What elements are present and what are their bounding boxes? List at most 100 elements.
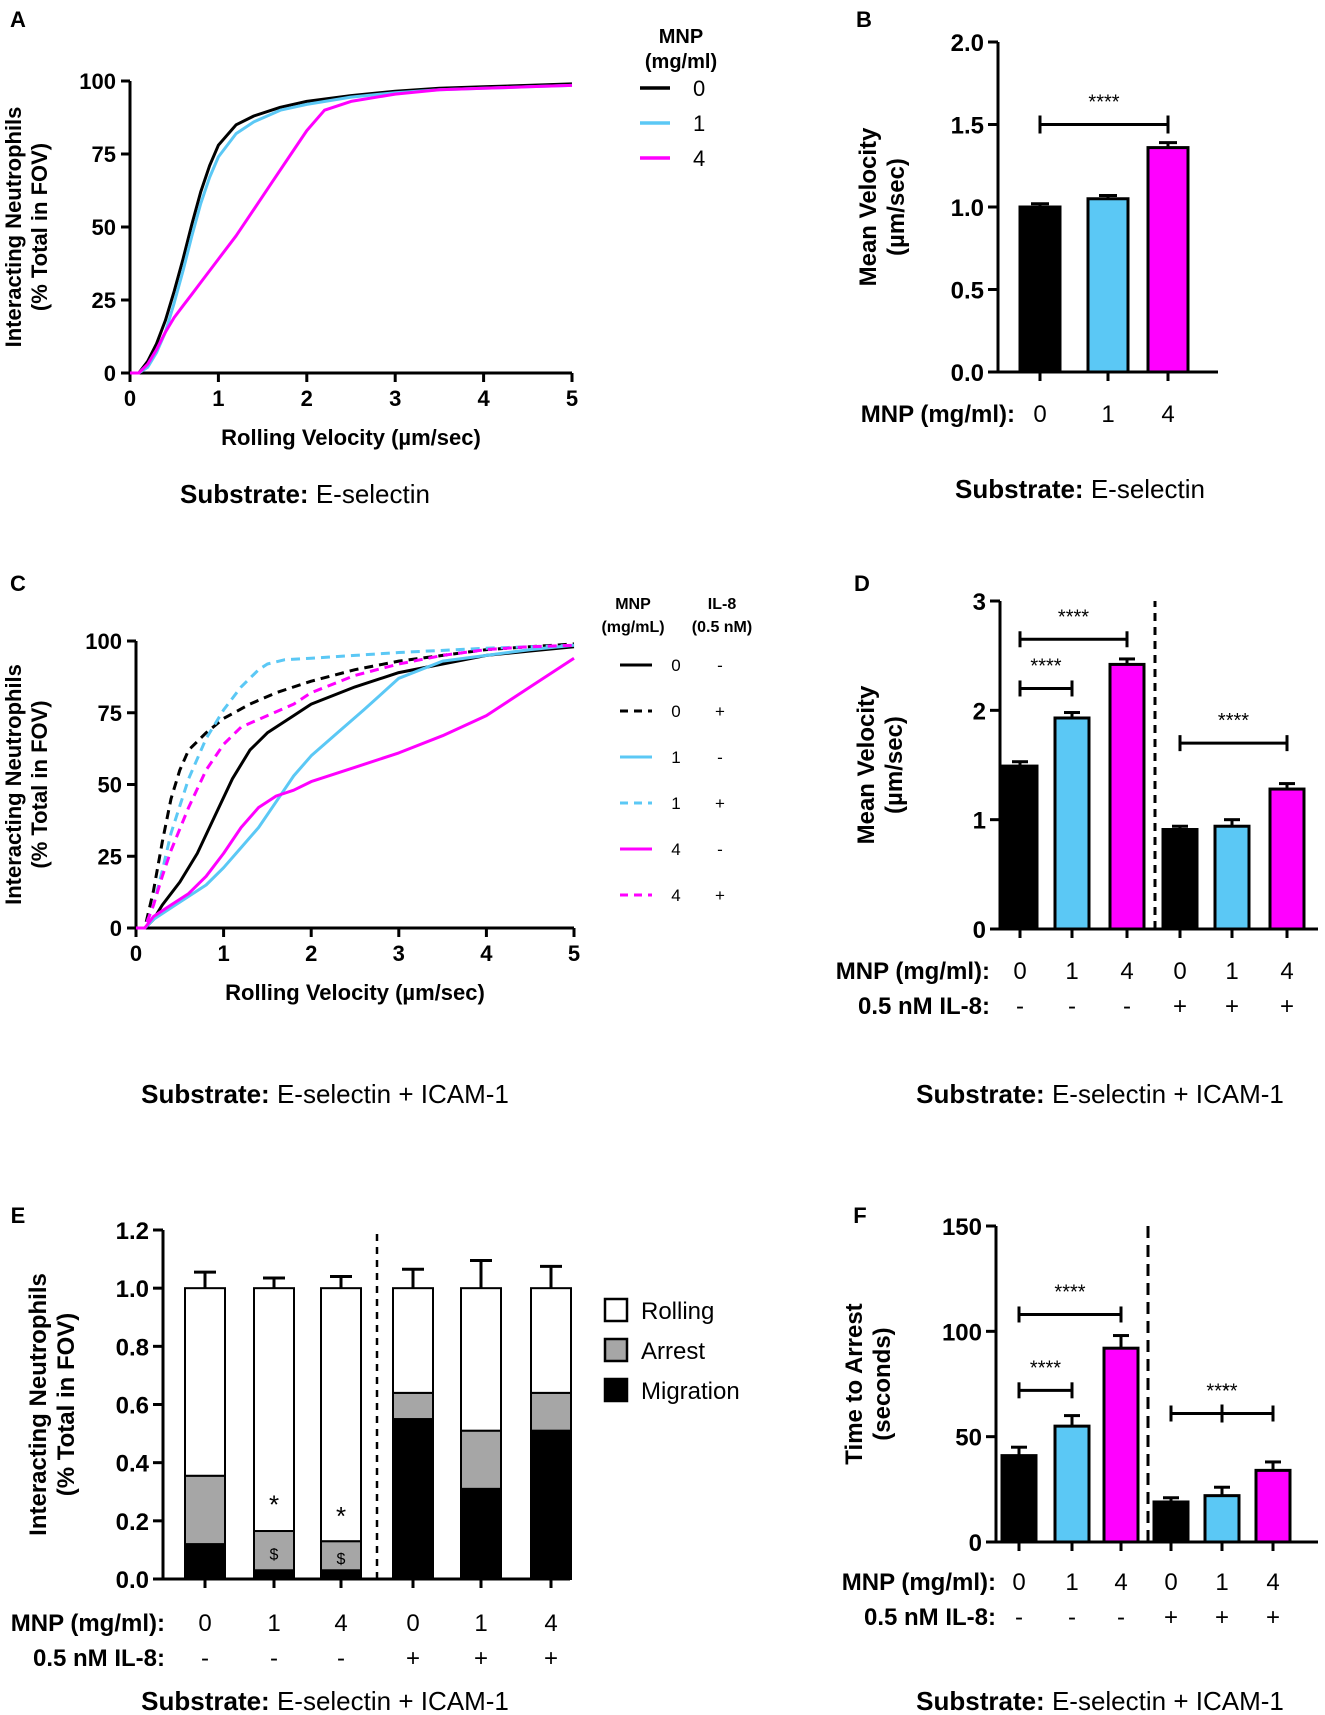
legend-label: 1: [693, 111, 705, 136]
y-tick-label: 50: [92, 215, 116, 240]
bar-segment-arrest: [392, 1391, 434, 1421]
y-tick-label: 50: [955, 1425, 982, 1452]
legend-label: Arrest: [641, 1338, 705, 1365]
legend-title: (0.5 nM): [692, 619, 752, 636]
y-tick-label: 25: [98, 844, 122, 869]
y-axis-label: (% Total in FOV): [27, 143, 52, 311]
legend-il8-label: +: [715, 886, 725, 905]
category-label: 1: [1065, 958, 1078, 985]
significance-label: ****: [1030, 1357, 1061, 1379]
il8-row-label: 0.5 nM IL-8:: [864, 1604, 996, 1631]
substrate-value: E-selectin + ICAM-1: [1045, 1686, 1284, 1715]
y-axis-label: Interacting Neutrophils: [1, 664, 26, 905]
y-tick-label: 2.0: [951, 30, 984, 57]
il8-label: -: [1015, 1604, 1023, 1631]
dollar-mark: $: [270, 1547, 279, 1564]
legend-label: 1: [671, 748, 680, 767]
y-tick-label: 2: [973, 698, 986, 725]
category-label: 1: [267, 1610, 280, 1637]
dollar-mark: $: [337, 1551, 346, 1568]
mnp-row-label: MNP (mg/ml):: [842, 1569, 996, 1596]
legend-title: MNP: [615, 596, 651, 613]
legend-il8-label: -: [717, 748, 723, 767]
bar: [1053, 716, 1091, 931]
il8-label: -: [1068, 1604, 1076, 1631]
x-tick-label: 3: [389, 386, 401, 411]
legend-label: 0: [671, 702, 680, 721]
category-label: 4: [334, 1610, 347, 1637]
y-tick-label: 1: [973, 808, 986, 835]
panel-label: D: [854, 571, 870, 596]
bar: [1203, 1494, 1241, 1544]
substrate-value: E-selectin: [1084, 474, 1205, 504]
x-tick-label: 4: [477, 386, 490, 411]
mnp-row-label: MNP (mg/ml):: [861, 401, 1015, 428]
legend-il8-label: +: [715, 702, 725, 721]
panel-label: B: [856, 7, 872, 32]
il8-row-label: 0.5 nM IL-8:: [33, 1645, 165, 1672]
y-axis-label: (% Total in FOV): [27, 700, 52, 868]
category-label: 0: [1012, 1569, 1025, 1596]
bar-segment-arrest: [530, 1391, 572, 1432]
panel-label: E: [11, 1203, 26, 1228]
bar-segment-arrest: [320, 1540, 362, 1572]
series-line-1-dashed: [136, 643, 575, 930]
legend-label: 4: [693, 146, 705, 171]
legend-title: IL-8: [708, 596, 737, 613]
legend-label: 0: [693, 76, 705, 101]
category-label: 0: [1164, 1569, 1177, 1596]
substrate-label: Substrate:: [955, 474, 1084, 504]
il8-label: +: [474, 1645, 488, 1672]
bar: [1161, 828, 1199, 931]
category-label: 0: [198, 1610, 211, 1637]
legend-label: Rolling: [641, 1298, 714, 1325]
y-tick-label: 75: [92, 142, 116, 167]
x-tick-label: 0: [124, 386, 136, 411]
x-tick-label: 1: [212, 386, 224, 411]
y-tick-label: 0.0: [951, 360, 984, 387]
panel-label: C: [10, 571, 26, 596]
x-tick-label: 1: [217, 941, 229, 966]
substrate-value: E-selectin: [309, 479, 430, 509]
substrate-caption-b: Substrate: E-selectin: [955, 474, 1205, 504]
substrate-caption-d: Substrate: E-selectin + ICAM-1: [916, 1079, 1284, 1109]
y-tick-label: 0: [104, 361, 116, 386]
bar: [1001, 764, 1039, 931]
y-tick-label: 0: [110, 916, 122, 941]
y-tick-label: 1.5: [951, 113, 984, 140]
series-line-4: [130, 83, 573, 375]
substrate-label: Substrate:: [916, 1686, 1045, 1715]
substrate-value: E-selectin + ICAM-1: [1045, 1079, 1284, 1109]
legend-title: (mg/mL): [601, 619, 664, 636]
il8-label: -: [1123, 993, 1131, 1020]
x-tick-label: 2: [301, 386, 313, 411]
category-label: 1: [1065, 1569, 1078, 1596]
x-tick-label: 4: [480, 941, 493, 966]
legend-swatch-migration: [603, 1377, 629, 1403]
category-label: 1: [1215, 1569, 1228, 1596]
il8-label: +: [1164, 1604, 1178, 1631]
star-mark: *: [336, 1501, 346, 1531]
y-tick-label: 0: [973, 917, 986, 944]
legend-il8-label: +: [715, 794, 725, 813]
category-label: 0: [1173, 958, 1186, 985]
bar-segment-rolling: [253, 1287, 295, 1533]
y-axis-label: (µm/sec): [881, 716, 908, 814]
series-line-4: [136, 656, 575, 930]
bar: [1000, 1454, 1038, 1544]
il8-label: +: [1173, 993, 1187, 1020]
legend-il8-label: -: [717, 656, 723, 675]
panel-label: F: [853, 1203, 866, 1228]
bar: [1102, 1346, 1140, 1544]
y-tick-label: 0.2: [116, 1509, 149, 1536]
il8-row-label: 0.5 nM IL-8:: [858, 993, 990, 1020]
significance-label: ****: [1206, 1380, 1237, 1402]
x-tick-label: 5: [566, 386, 578, 411]
category-label: 1: [474, 1610, 487, 1637]
legend-label: Migration: [641, 1378, 740, 1405]
il8-label: +: [1215, 1604, 1229, 1631]
legend-il8-label: -: [717, 840, 723, 859]
legend-title: (mg/ml): [645, 51, 717, 73]
substrate-caption-a: Substrate: E-selectin: [180, 479, 430, 509]
